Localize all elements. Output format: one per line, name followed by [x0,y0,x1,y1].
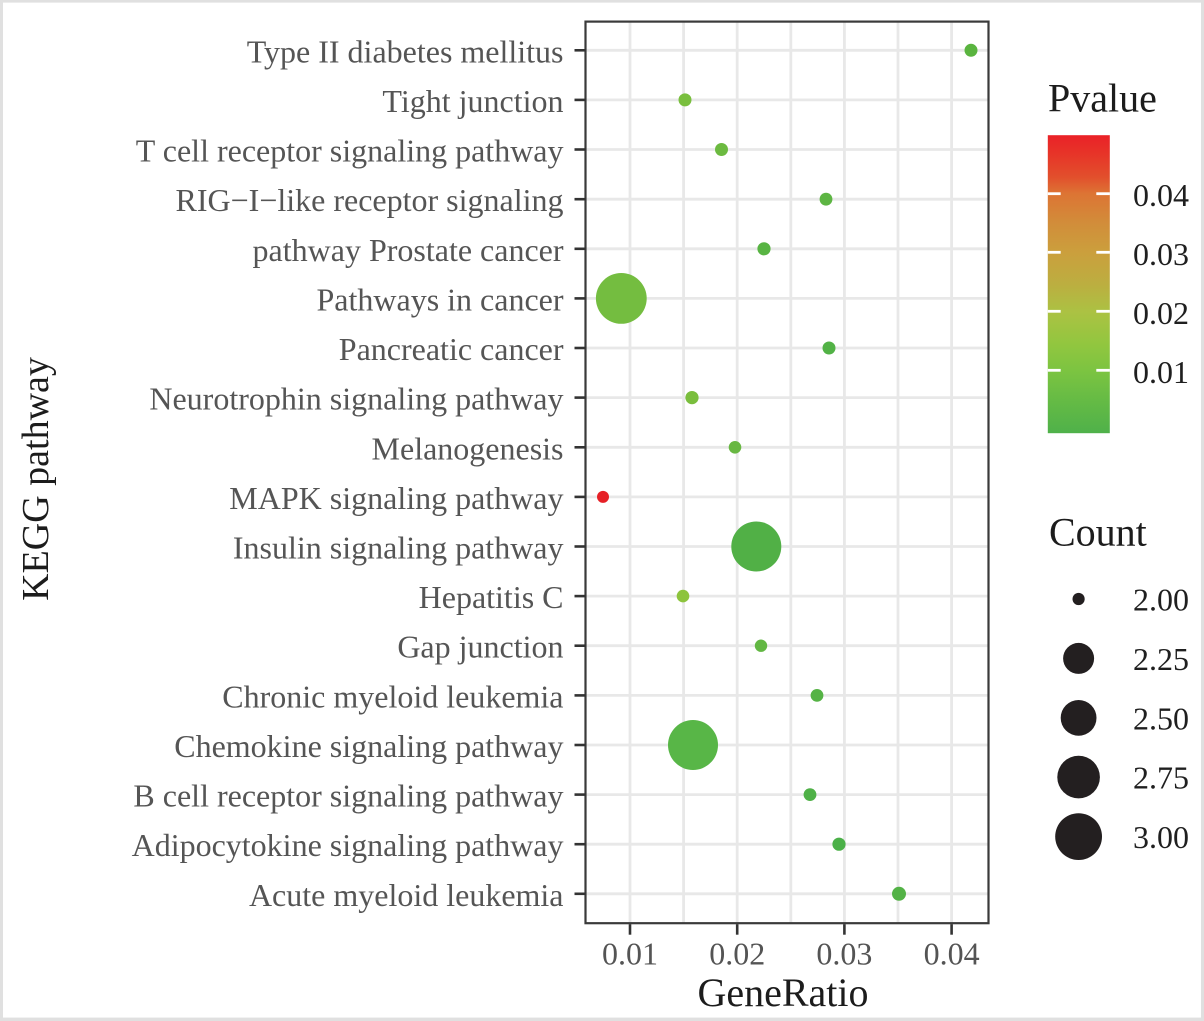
svg-text:RIG−I−like receptor signaling: RIG−I−like receptor signaling [176,182,564,218]
svg-text:2.25: 2.25 [1133,641,1189,677]
svg-text:Neurotrophin signaling pathway: Neurotrophin signaling pathway [149,381,563,417]
svg-text:Pancreatic cancer: Pancreatic cancer [339,331,564,367]
svg-text:B cell receptor signaling path: B cell receptor signaling pathway [133,778,563,814]
svg-text:Count: Count [1049,510,1147,555]
svg-text:Chronic myeloid leukemia: Chronic myeloid leukemia [222,678,563,714]
svg-text:0.02: 0.02 [709,936,765,972]
svg-text:3.00: 3.00 [1133,819,1189,855]
svg-text:2.00: 2.00 [1133,582,1189,618]
svg-text:Acute myeloid leukemia: Acute myeloid leukemia [249,877,564,913]
svg-text:Melanogenesis: Melanogenesis [372,430,564,466]
svg-text:GeneRatio: GeneRatio [697,970,868,1015]
svg-text:Chemokine signaling pathway: Chemokine signaling pathway [174,728,563,764]
svg-text:Tight junction: Tight junction [382,83,563,119]
svg-text:Gap junction: Gap junction [397,629,563,665]
svg-text:Pvalue: Pvalue [1048,76,1157,121]
svg-text:KEGG pathway: KEGG pathway [15,357,57,601]
svg-text:0.01: 0.01 [602,936,658,972]
svg-text:2.50: 2.50 [1133,700,1189,736]
svg-text:T cell receptor signaling path: T cell receptor signaling pathway [136,133,564,169]
svg-text:0.04: 0.04 [1133,177,1189,213]
svg-text:Pathways in cancer: Pathways in cancer [316,281,563,317]
svg-text:Insulin signaling pathway: Insulin signaling pathway [233,530,564,566]
svg-text:0.03: 0.03 [816,936,872,972]
svg-text:Adipocytokine signaling pathwa: Adipocytokine signaling pathway [132,827,564,863]
svg-text:MAPK signaling pathway: MAPK signaling pathway [229,480,563,516]
svg-text:2.75: 2.75 [1133,760,1189,796]
svg-text:Type II diabetes mellitus: Type II diabetes mellitus [247,33,564,69]
svg-text:pathway Prostate cancer: pathway Prostate cancer [253,232,564,268]
svg-text:0.02: 0.02 [1133,295,1189,331]
svg-text:0.04: 0.04 [924,936,980,972]
svg-text:Hepatitis C: Hepatitis C [419,579,564,615]
svg-text:0.03: 0.03 [1133,236,1189,272]
svg-text:0.01: 0.01 [1133,354,1189,390]
